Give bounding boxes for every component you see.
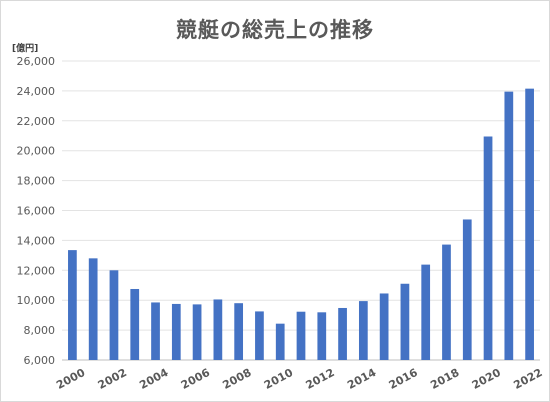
y-tick-label: 8,000 [24, 324, 56, 337]
x-tick-label: 2012 [304, 366, 337, 392]
x-tick-label: 2010 [262, 366, 295, 392]
bar-2000 [68, 250, 77, 360]
chart-title: 競艇の総売上の推移 [176, 18, 374, 42]
bar-2011 [296, 311, 306, 360]
x-axis-ticks: 2000 2002 2004 2006 2008 2010 2012 2014 2016 2018… [54, 366, 544, 392]
y-tick-label: 6,000 [24, 354, 56, 367]
bar-2003 [130, 288, 140, 360]
y-tick-label: 12,000 [17, 264, 56, 277]
y-tick-label: 20,000 [17, 145, 56, 158]
x-tick-label: 2002 [96, 366, 129, 392]
y-axis-unit-label: [億円] [12, 44, 39, 54]
y-tick-label: 26,000 [17, 55, 56, 68]
y-tick-label: 14,000 [17, 234, 56, 247]
bar-2022 [525, 88, 534, 360]
y-tick-label: 10,000 [17, 294, 56, 307]
x-tick-label: 2006 [179, 366, 212, 392]
bar-2001 [88, 258, 98, 360]
x-tick-label: 2008 [220, 366, 253, 392]
bar-2020 [483, 136, 493, 360]
bar-2013 [338, 307, 347, 360]
bar-2006 [192, 304, 202, 360]
bar-2012 [317, 312, 327, 360]
x-tick-label: 2018 [428, 366, 461, 392]
bar-2015 [379, 293, 389, 360]
x-tick-label: 2016 [387, 366, 420, 392]
bar-2014 [358, 301, 368, 360]
bar-2016 [400, 283, 410, 360]
bar-2005 [171, 303, 181, 360]
bar-2010 [275, 323, 285, 360]
y-tick-label: 24,000 [17, 85, 56, 98]
x-tick-label: 2014 [345, 366, 378, 392]
bar-2008 [234, 303, 244, 360]
y-axis-ticks: 6,000 8,000 10,000 12,000 14,000 16,000 18,000… [17, 55, 56, 367]
bar-2018 [442, 244, 451, 360]
x-tick-label: 2000 [54, 366, 87, 392]
bar-2017 [421, 264, 431, 360]
bar-2019 [462, 219, 472, 360]
bar-2009 [255, 311, 264, 360]
bars [68, 88, 534, 361]
x-tick-label: 2004 [137, 366, 170, 392]
y-tick-label: 22,000 [17, 115, 56, 128]
x-tick-label: 2022 [511, 366, 544, 392]
bar-2007 [213, 299, 223, 360]
y-tick-label: 16,000 [17, 205, 56, 218]
bar-2021 [504, 91, 514, 361]
gridlines [62, 60, 540, 361]
y-tick-label: 18,000 [17, 175, 56, 188]
bar-2004 [151, 302, 160, 360]
x-tick-label: 2020 [470, 366, 503, 392]
bar-2002 [109, 270, 119, 360]
